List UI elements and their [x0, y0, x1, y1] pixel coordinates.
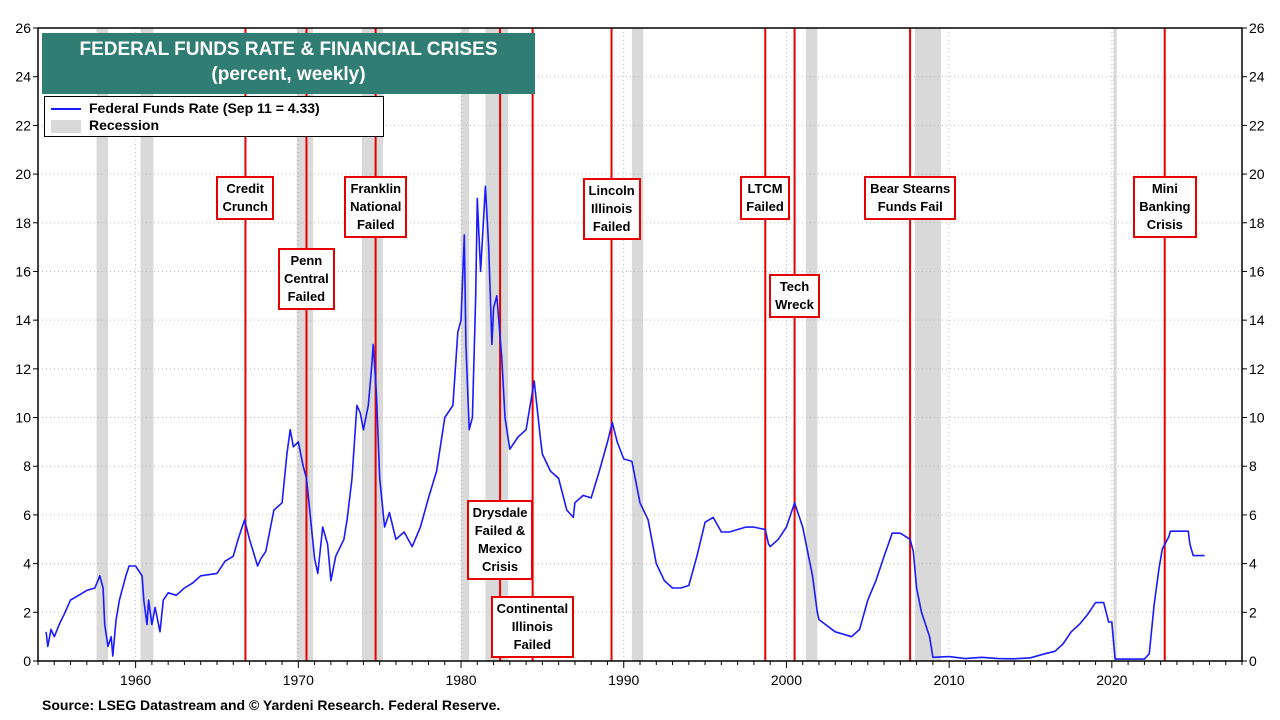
tick-label-y-left: 20: [15, 166, 31, 182]
tick-label-x: 2020: [1096, 672, 1127, 688]
tick-label-y-left: 0: [23, 653, 31, 669]
recession-band: [914, 28, 941, 661]
crisis-annotation-line: Bear Stearns: [870, 181, 951, 196]
crisis-annotation-line: Crisis: [1146, 217, 1183, 232]
chart-title-box: FEDERAL FUNDS RATE & FINANCIAL CRISES (p…: [42, 33, 535, 94]
recession-band: [140, 28, 154, 661]
crisis-annotation-line: Drysdale: [472, 505, 528, 520]
tick-label-y-right: 6: [1249, 507, 1257, 523]
crisis-annotation: Continental Illinois Failed: [490, 596, 575, 658]
crisis-annotation: Mini Banking Crisis: [1133, 176, 1197, 238]
tick-label-y-right: 22: [1249, 117, 1265, 133]
tick-label-y-left: 18: [15, 215, 31, 231]
crisis-annotation-line: Continental: [496, 601, 569, 616]
crisis-annotation-line: Failed: [513, 637, 552, 652]
recession-band: [96, 28, 108, 661]
tick-label-y-left: 2: [23, 604, 31, 620]
tick-label-x: 2000: [771, 672, 802, 688]
crisis-annotation-line: Failed: [356, 217, 395, 232]
tick-label-x: 1990: [608, 672, 639, 688]
crisis-annotation-line: LTCM: [747, 181, 783, 196]
crisis-annotation-line: Lincoln: [588, 183, 635, 198]
legend: Federal Funds Rate (Sep 11 = 4.33) Reces…: [44, 96, 384, 137]
series-layer: [45, 185, 1205, 660]
tick-label-y-left: 14: [15, 312, 31, 328]
tick-label-y-right: 16: [1249, 263, 1265, 279]
recession-band: [461, 28, 470, 661]
crisis-annotation-line: Wreck: [775, 297, 814, 312]
crisis-annotation-line: Central: [283, 271, 329, 286]
tick-label-y-right: 24: [1249, 69, 1265, 85]
tick-label-y-left: 4: [23, 556, 31, 572]
chart-subtitle: (percent, weekly): [211, 64, 366, 85]
tick-label-y-right: 2: [1249, 604, 1257, 620]
tick-label-y-right: 4: [1249, 556, 1257, 572]
legend-swatch-recession: [51, 119, 81, 133]
crisis-annotation: Lincoln Illinois Failed: [582, 178, 641, 240]
chart-title: FEDERAL FUNDS RATE & FINANCIAL CRISES: [79, 39, 498, 60]
tick-label-y-right: 26: [1249, 20, 1265, 36]
crisis-annotation-line: Failed: [287, 289, 326, 304]
tick-label-x: 2010: [934, 672, 965, 688]
crisis-annotation: Tech Wreck: [769, 274, 820, 318]
recession-band: [805, 28, 818, 661]
crisis-annotation-line: Failed &: [474, 523, 526, 538]
tick-label-y-right: 10: [1249, 410, 1265, 426]
legend-label-series: Federal Funds Rate (Sep 11 = 4.33): [89, 100, 320, 116]
crisis-annotation-line: Crisis: [481, 559, 519, 574]
tick-label-y-left: 26: [15, 20, 31, 36]
crisis-annotation-line: Mexico: [477, 541, 523, 556]
tick-label-y-left: 16: [15, 263, 31, 279]
source-note: Source: LSEG Datastream and © Yardeni Re…: [42, 697, 501, 713]
tick-label-x: 1980: [445, 672, 476, 688]
crisis-annotation-line: Franklin: [350, 181, 402, 196]
tick-label-x: 1960: [120, 672, 151, 688]
tick-label-y-right: 18: [1249, 215, 1265, 231]
tick-label-y-right: 0: [1249, 653, 1257, 669]
series-line-federal-funds-rate: [45, 185, 1205, 660]
legend-item-series: Federal Funds Rate (Sep 11 = 4.33): [51, 99, 320, 117]
tick-label-y-left: 6: [23, 507, 31, 523]
tick-label-y-left: 12: [15, 361, 31, 377]
tick-label-y-left: 8: [23, 458, 31, 474]
crisis-annotation-line: Credit: [226, 181, 264, 196]
tick-label-y-right: 12: [1249, 361, 1265, 377]
legend-label-recession: Recession: [89, 117, 160, 133]
crisis-annotation-line: Illinois: [591, 201, 633, 216]
crisis-annotation-line: Banking: [1139, 199, 1191, 214]
crisis-annotation-line: National: [350, 199, 402, 214]
crisis-annotation-line: Funds Fail: [877, 199, 943, 214]
recession-band: [631, 28, 644, 661]
legend-swatch-series: [51, 108, 81, 111]
crisis-annotation-line: Tech: [779, 279, 810, 294]
crisis-annotation: Bear Stearns Funds Fail: [864, 176, 957, 220]
crisis-annotation: Credit Crunch: [216, 176, 274, 220]
crisis-annotation-line: Failed: [592, 219, 631, 234]
tick-label-x: 1970: [283, 672, 314, 688]
legend-item-recession: Recession: [51, 116, 159, 134]
crisis-annotation: Penn Central Failed: [277, 248, 335, 310]
crisis-annotation-line: Illinois: [511, 619, 553, 634]
crisis-annotation-line: Crunch: [222, 199, 268, 214]
tick-label-y-right: 20: [1249, 166, 1265, 182]
crisis-annotation: Drysdale Failed & Mexico Crisis: [466, 500, 534, 580]
tick-label-y-left: 22: [15, 117, 31, 133]
tick-label-y-left: 10: [15, 410, 31, 426]
tick-label-y-right: 14: [1249, 312, 1265, 328]
crisis-annotation: Franklin National Failed: [344, 176, 408, 238]
crisis-annotation-line: Mini: [1151, 181, 1178, 196]
crisis-annotation: LTCM Failed: [740, 176, 790, 220]
recession-band: [1113, 28, 1117, 661]
tick-label-y-left: 24: [15, 69, 31, 85]
crisis-annotation-line: Penn: [290, 253, 323, 268]
tick-label-y-right: 8: [1249, 458, 1257, 474]
crisis-annotation-line: Failed: [746, 199, 784, 214]
